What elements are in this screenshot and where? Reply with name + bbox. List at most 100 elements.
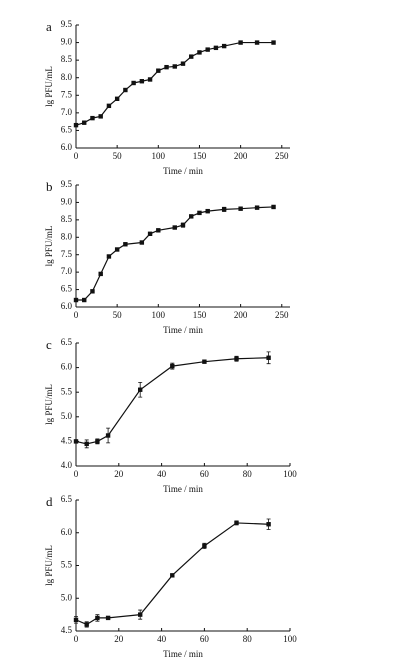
x-tick-label: 20 (114, 634, 124, 644)
data-point (180, 61, 186, 66)
y-tick-label: 6.0 (61, 362, 73, 372)
y-tick-label: 6.5 (61, 284, 73, 294)
data-point (266, 522, 271, 527)
y-tick-label: 5.5 (61, 386, 73, 396)
data-point (170, 573, 175, 578)
panel-label: b (46, 179, 53, 194)
data-point (156, 68, 161, 73)
data-point (95, 439, 100, 444)
y-tick-label: 6.0 (61, 301, 73, 311)
y-tick-label: 6.0 (61, 142, 73, 152)
data-point (213, 45, 219, 51)
data-point (123, 242, 128, 247)
data-point (84, 622, 89, 627)
data-point (254, 40, 260, 45)
data-point (202, 543, 207, 549)
y-tick-label: 9.0 (61, 37, 73, 47)
data-point (84, 441, 89, 447)
data-point (98, 114, 103, 119)
data-point (139, 240, 145, 245)
data-point (189, 214, 194, 219)
y-tick-label: 9.0 (61, 196, 73, 206)
y-tick-label: 7.0 (61, 266, 73, 276)
x-tick-label: 50 (113, 310, 123, 320)
data-point (138, 387, 143, 392)
data-point (98, 271, 103, 277)
y-tick-label: 8.0 (61, 231, 73, 241)
data-point (147, 231, 153, 236)
x-tick-label: 20 (114, 469, 124, 479)
x-tick-label: 0 (74, 151, 79, 161)
data-point (105, 433, 111, 438)
x-tick-label: 100 (152, 151, 166, 161)
data-point (238, 40, 243, 45)
x-axis-title: Time / min (163, 166, 203, 176)
y-tick-label: 6.0 (61, 527, 73, 537)
data-point (147, 77, 153, 82)
y-tick-label: 6.5 (61, 337, 73, 347)
data-point (114, 247, 120, 252)
y-tick-label: 5.0 (61, 411, 73, 421)
x-tick-label: 80 (243, 469, 253, 479)
x-tick-label: 0 (74, 469, 79, 479)
data-point (234, 520, 239, 526)
data-point (170, 363, 175, 369)
y-tick-label: 5.5 (61, 560, 73, 570)
y-tick-label: 9.5 (61, 179, 73, 189)
data-point (266, 355, 271, 360)
data-point (73, 439, 79, 444)
x-tick-label: 150 (193, 310, 207, 320)
y-tick-label: 9.5 (61, 19, 73, 29)
data-point (234, 356, 239, 361)
x-tick-label: 200 (234, 151, 248, 161)
y-axis-title: lg PFU/mL (44, 384, 54, 425)
data-point (114, 96, 120, 101)
data-point (180, 222, 186, 228)
y-tick-label: 4.5 (61, 435, 73, 445)
y-tick-label: 7.5 (61, 89, 73, 99)
x-tick-label: 80 (243, 634, 253, 644)
y-axis-title: lg PFU/mL (44, 66, 54, 107)
y-tick-label: 8.0 (61, 72, 73, 82)
y-tick-label: 4.0 (61, 460, 73, 470)
y-tick-label: 5.0 (61, 592, 73, 602)
series-line (75, 41, 274, 126)
data-point (90, 115, 95, 121)
data-point (138, 612, 143, 617)
data-point (105, 615, 111, 621)
data-point (73, 122, 79, 128)
data-point (106, 103, 112, 109)
data-point (73, 617, 79, 623)
data-point (82, 120, 87, 125)
data-point (90, 289, 95, 294)
panel-label: c (46, 337, 52, 352)
x-tick-label: 150 (193, 151, 207, 161)
data-point (238, 206, 243, 211)
x-axis-title: Time / min (163, 484, 203, 494)
x-tick-label: 60 (200, 469, 210, 479)
data-point (205, 47, 210, 52)
y-tick-label: 6.5 (61, 124, 73, 134)
data-point (123, 87, 128, 93)
data-point (95, 615, 100, 621)
data-point (172, 64, 177, 69)
panel-label: d (46, 494, 53, 509)
data-point (221, 207, 227, 212)
x-tick-label: 40 (157, 634, 167, 644)
x-tick-label: 250 (275, 310, 289, 320)
series-line (75, 357, 269, 445)
data-point (189, 54, 194, 59)
x-tick-label: 250 (275, 151, 289, 161)
x-tick-label: 0 (74, 634, 79, 644)
series-line (76, 206, 274, 301)
data-point (164, 64, 169, 70)
x-tick-label: 60 (200, 634, 210, 644)
data-point (73, 297, 79, 303)
data-point (197, 210, 202, 216)
x-tick-label: 100 (283, 469, 297, 479)
x-tick-label: 100 (283, 634, 297, 644)
data-point (205, 208, 210, 214)
y-tick-label: 4.5 (61, 625, 73, 635)
x-tick-label: 200 (234, 310, 248, 320)
